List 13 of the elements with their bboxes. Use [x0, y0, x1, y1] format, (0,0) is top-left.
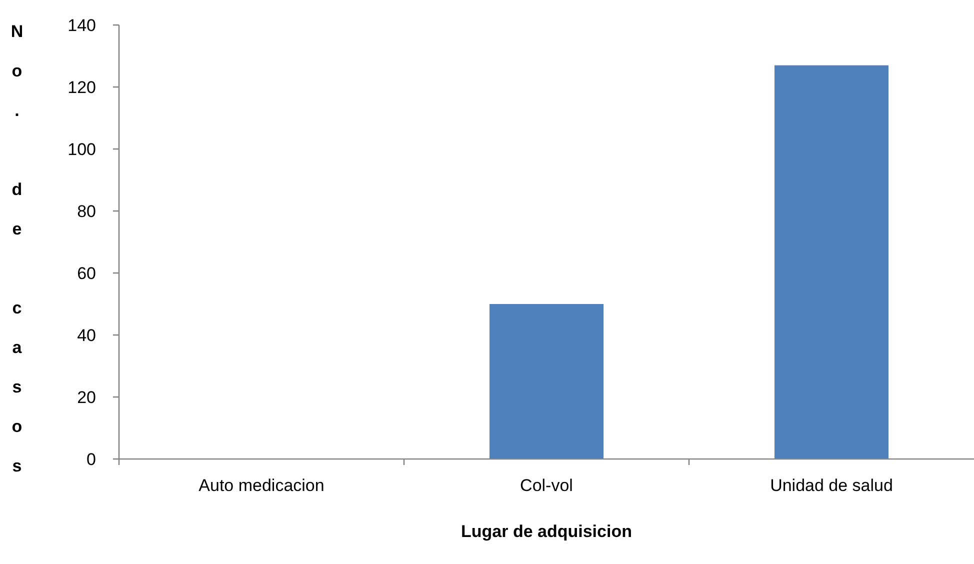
x-tick-label: Col-vol: [520, 476, 573, 495]
y-tick-label: 140: [68, 16, 96, 35]
y-axis-title: No. de casos: [8, 22, 26, 496]
y-tick-label: 100: [68, 140, 96, 159]
x-axis-title: Lugar de adquisicion: [461, 522, 632, 541]
x-tick-label: Auto medicacion: [198, 476, 324, 495]
y-tick-label: 20: [77, 388, 96, 407]
y-tick-label: 60: [77, 264, 96, 283]
y-tick-label: 40: [77, 326, 96, 345]
y-tick-label: 80: [77, 202, 96, 221]
y-tick-label: 0: [86, 450, 96, 469]
y-tick-label: 120: [68, 78, 96, 97]
x-tick-label: Unidad de salud: [770, 476, 893, 495]
